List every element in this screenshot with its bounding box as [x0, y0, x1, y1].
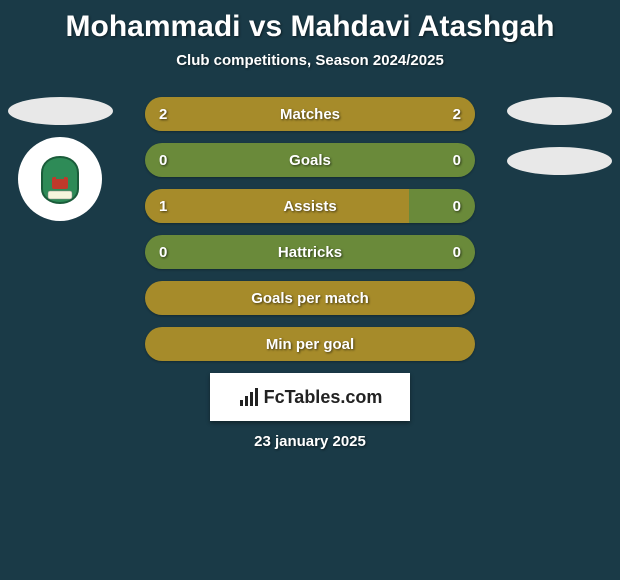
stat-value-right: 0	[453, 244, 461, 261]
page-subtitle: Club competitions, Season 2024/2025	[0, 52, 620, 69]
player-left-column	[8, 97, 113, 221]
stat-row: 2 2 Matches	[145, 97, 475, 131]
club-crest-icon	[30, 149, 90, 209]
stat-value-left: 2	[159, 106, 167, 123]
stats-list: 2 2 Matches 0 0 Goals 1 0 Assists 0 0 Hattricks Goal…	[145, 97, 475, 361]
stat-value-left: 0	[159, 152, 167, 169]
stat-row: 0 0 Hattricks	[145, 235, 475, 269]
stat-value-left: 1	[159, 198, 167, 215]
stat-label: Hattricks	[278, 244, 342, 261]
player-right-column	[507, 97, 612, 175]
brand-logo-icon	[238, 386, 260, 408]
footer-brand-text: FcTables.com	[264, 387, 383, 408]
stat-value-right: 0	[453, 198, 461, 215]
page-title: Mohammadi vs Mahdavi Atashgah	[0, 0, 620, 44]
stat-label: Matches	[280, 106, 340, 123]
stat-row: 0 0 Goals	[145, 143, 475, 177]
stat-value-left: 0	[159, 244, 167, 261]
stat-value-right: 2	[453, 106, 461, 123]
footer-date: 23 january 2025	[0, 433, 620, 450]
comparison-panel: 2 2 Matches 0 0 Goals 1 0 Assists 0 0 Hattricks Goal…	[0, 97, 620, 361]
stat-value-right: 0	[453, 152, 461, 169]
stat-label: Assists	[283, 198, 336, 215]
player-left-avatar-placeholder	[8, 97, 113, 125]
player-right-avatar-placeholder	[507, 97, 612, 125]
stat-label: Min per goal	[266, 336, 354, 353]
player-left-club-badge	[18, 137, 102, 221]
stat-row: Goals per match	[145, 281, 475, 315]
footer-brand-box: FcTables.com	[210, 373, 410, 421]
stat-label: Goals	[289, 152, 331, 169]
stat-row: 1 0 Assists	[145, 189, 475, 223]
stat-row: Min per goal	[145, 327, 475, 361]
player-right-club-placeholder	[507, 147, 612, 175]
stat-label: Goals per match	[251, 290, 369, 307]
